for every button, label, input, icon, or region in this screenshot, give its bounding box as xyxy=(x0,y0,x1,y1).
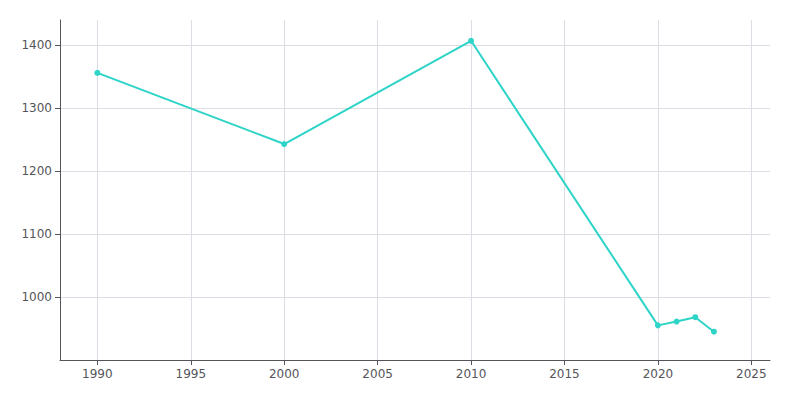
svg-text:1300: 1300 xyxy=(21,101,52,115)
svg-text:2020: 2020 xyxy=(643,367,674,381)
svg-text:2000: 2000 xyxy=(269,367,300,381)
svg-text:1995: 1995 xyxy=(176,367,207,381)
svg-text:1100: 1100 xyxy=(21,227,52,241)
svg-text:1990: 1990 xyxy=(82,367,113,381)
svg-text:2015: 2015 xyxy=(549,367,580,381)
svg-text:2005: 2005 xyxy=(362,367,393,381)
svg-text:1200: 1200 xyxy=(21,164,52,178)
svg-text:1400: 1400 xyxy=(21,38,52,52)
svg-text:2025: 2025 xyxy=(736,367,767,381)
svg-text:2010: 2010 xyxy=(456,367,487,381)
svg-text:1000: 1000 xyxy=(21,290,52,304)
